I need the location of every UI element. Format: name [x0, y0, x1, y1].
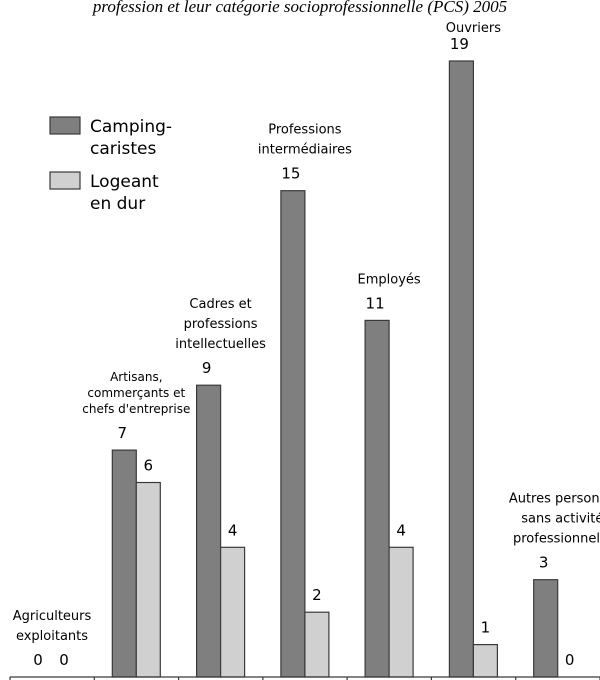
data-label: 2: [312, 586, 322, 604]
bar-camping-caristes-3: [280, 190, 306, 678]
category-label: Ouvriers: [446, 21, 501, 36]
data-label: 19: [450, 35, 469, 53]
legend-label: Camping-caristes: [90, 117, 172, 159]
category-label: Agriculteurs exploitants: [13, 609, 92, 644]
category-labels: Agriculteurs exploitants Artisans, commerça…: [13, 21, 600, 644]
data-label: 4: [228, 521, 238, 539]
data-label: 6: [144, 457, 154, 475]
data-label: 0: [33, 651, 43, 669]
category-label: Employés: [358, 272, 421, 287]
legend-swatch: [49, 116, 81, 135]
data-label: 1: [481, 619, 491, 637]
category-label: Professions intermédiaires: [258, 123, 352, 158]
bar-camping-caristes-4: [364, 319, 390, 678]
data-label: 3: [539, 554, 549, 572]
data-label: 7: [118, 424, 128, 442]
bar-logeant-en-dur-4: [388, 546, 414, 678]
data-label: 4: [396, 521, 406, 539]
category-label: Autres personnessans activitésprofession…: [509, 492, 600, 547]
bar-camping-caristes-6: [533, 579, 559, 678]
bar-logeant-en-dur-5: [472, 643, 498, 678]
data-label: 15: [281, 165, 300, 183]
bar-logeant-en-dur-2: [220, 546, 246, 678]
bar-logeant-en-dur-3: [304, 611, 330, 678]
x-axis: [9, 676, 600, 680]
data-label: 11: [366, 294, 385, 312]
bar-camping-caristes-1: [111, 449, 137, 678]
category-label: Artisans, commerçants et chefs d'entrepris…: [82, 370, 190, 416]
data-label: 9: [202, 359, 212, 377]
legend-label: Logeant en dur: [90, 172, 159, 214]
chart-title: profession et leur catégorie socioprofes…: [92, 0, 507, 16]
bar-camping-caristes-5: [448, 60, 474, 678]
data-label: 0: [59, 651, 69, 669]
chart-legend: Camping-caristes Logeant en dur: [49, 116, 172, 214]
category-label: Cadres et professions intellectuelles: [175, 297, 266, 352]
bar-camping-caristes-2: [196, 384, 222, 678]
data-label: 0: [565, 651, 575, 669]
bar-logeant-en-dur-1: [135, 481, 161, 678]
legend-swatch: [49, 171, 81, 190]
